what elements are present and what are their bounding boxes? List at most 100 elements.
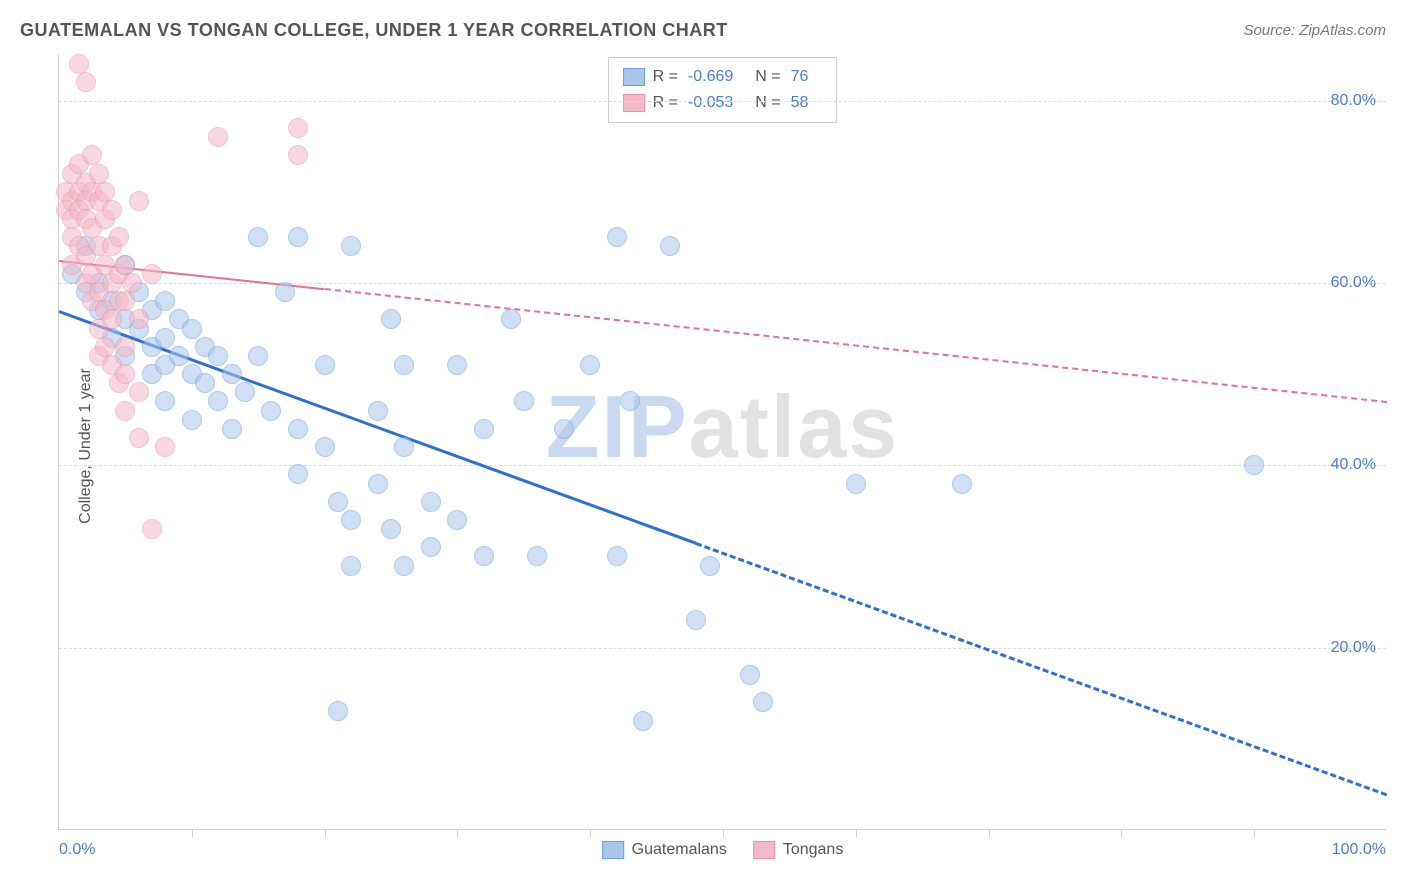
swatch-guatemalans [623, 68, 645, 86]
x-axis-max-label: 100.0% [1332, 841, 1386, 859]
data-point [115, 291, 135, 311]
data-point [474, 419, 494, 439]
data-point [381, 309, 401, 329]
gridline [59, 648, 1386, 649]
data-point [208, 346, 228, 366]
data-point [394, 437, 414, 457]
data-point [753, 692, 773, 712]
data-point [633, 711, 653, 731]
data-point [155, 437, 175, 457]
data-point [740, 665, 760, 685]
data-point [660, 236, 680, 256]
r-value-tongans: -0.053 [688, 94, 733, 112]
data-point [381, 519, 401, 539]
data-point [447, 510, 467, 530]
data-point [686, 610, 706, 630]
data-point [89, 164, 109, 184]
data-point [115, 364, 135, 384]
data-point [620, 391, 640, 411]
x-tick [1254, 829, 1255, 837]
gridline [59, 465, 1386, 466]
y-tick-label: 80.0% [1331, 92, 1376, 110]
data-point [102, 309, 122, 329]
data-point [115, 401, 135, 421]
y-tick-label: 20.0% [1331, 639, 1376, 657]
n-value-guatemalans: 76 [791, 68, 809, 86]
trend-line [696, 542, 1388, 796]
data-point [394, 556, 414, 576]
data-point [421, 537, 441, 557]
data-point [315, 355, 335, 375]
source-label: Source: ZipAtlas.com [1243, 22, 1386, 39]
data-point [208, 391, 228, 411]
data-point [195, 373, 215, 393]
data-point [235, 382, 255, 402]
data-point [115, 255, 135, 275]
data-point [474, 546, 494, 566]
data-point [169, 346, 189, 366]
n-label: N = [755, 94, 780, 112]
data-point [95, 182, 115, 202]
legend-item-tongans: Tongans [753, 841, 844, 859]
data-point [129, 191, 149, 211]
data-point [155, 291, 175, 311]
x-tick [590, 829, 591, 837]
x-tick [1121, 829, 1122, 837]
data-point [248, 227, 268, 247]
n-label: N = [755, 68, 780, 86]
gridline [59, 101, 1386, 102]
x-tick [457, 829, 458, 837]
n-value-tongans: 58 [791, 94, 809, 112]
swatch-guatemalans [602, 841, 624, 859]
data-point [102, 200, 122, 220]
watermark: ZIPatlas [546, 376, 899, 478]
data-point [580, 355, 600, 375]
data-point [248, 346, 268, 366]
data-point [607, 227, 627, 247]
data-point [182, 319, 202, 339]
swatch-tongans [623, 94, 645, 112]
data-point [122, 273, 142, 293]
y-tick-label: 40.0% [1331, 456, 1376, 474]
data-point [142, 264, 162, 284]
data-point [288, 227, 308, 247]
data-point [1244, 455, 1264, 475]
data-point [261, 401, 281, 421]
legend-item-guatemalans: Guatemalans [602, 841, 727, 859]
data-point [501, 309, 521, 329]
legend-label-guatemalans: Guatemalans [632, 841, 727, 859]
data-point [368, 474, 388, 494]
data-point [607, 546, 627, 566]
data-point [514, 391, 534, 411]
data-point [288, 464, 308, 484]
data-point [115, 337, 135, 357]
chart-title: GUATEMALAN VS TONGAN COLLEGE, UNDER 1 YE… [20, 20, 728, 41]
data-point [700, 556, 720, 576]
data-point [421, 492, 441, 512]
data-point [222, 364, 242, 384]
r-value-guatemalans: -0.669 [688, 68, 733, 86]
data-point [328, 701, 348, 721]
x-tick [989, 829, 990, 837]
legend-label-tongans: Tongans [783, 841, 844, 859]
r-label: R = [653, 68, 678, 86]
data-point [288, 118, 308, 138]
data-point [129, 382, 149, 402]
scatter-plot: ZIPatlas R = -0.669 N = 76 R = -0.053 N … [58, 55, 1386, 830]
data-point [155, 328, 175, 348]
data-point [222, 419, 242, 439]
data-point [95, 337, 115, 357]
data-point [394, 355, 414, 375]
data-point [288, 145, 308, 165]
data-point [527, 546, 547, 566]
data-point [288, 419, 308, 439]
x-axis-min-label: 0.0% [59, 841, 95, 859]
correlation-legend: R = -0.669 N = 76 R = -0.053 N = 58 [608, 57, 838, 123]
legend-row-guatemalans: R = -0.669 N = 76 [623, 64, 823, 90]
data-point [82, 145, 102, 165]
data-point [129, 428, 149, 448]
data-point [846, 474, 866, 494]
data-point [155, 391, 175, 411]
data-point [142, 519, 162, 539]
data-point [129, 309, 149, 329]
